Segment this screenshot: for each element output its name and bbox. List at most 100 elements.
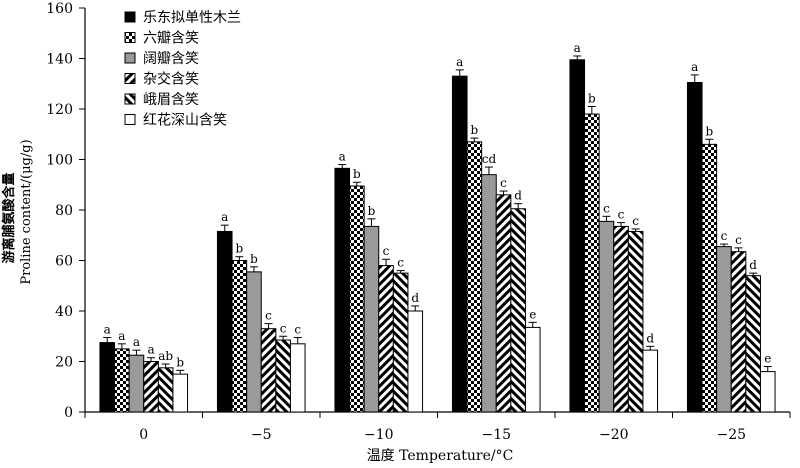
significance-label: c: [618, 208, 625, 222]
significance-label: b: [353, 167, 361, 181]
significance-label: c: [294, 323, 301, 337]
significance-label: c: [397, 256, 404, 270]
x-tick-label: −15: [481, 427, 511, 443]
legend-label: 阔瓣含笑: [143, 51, 199, 67]
significance-label: a: [691, 60, 698, 74]
significance-label: cd: [482, 152, 497, 166]
bar: [392, 272, 409, 413]
significance-label: c: [603, 201, 610, 215]
bar: [157, 367, 174, 413]
bar: [246, 271, 262, 413]
bar: [334, 167, 351, 413]
significance-label: c: [280, 321, 287, 335]
bar: [745, 275, 761, 413]
significance-label: e: [529, 307, 536, 321]
y-axis-label-en: Proline content/(μg/g): [19, 139, 34, 284]
legend-label: 峨眉含笑: [143, 92, 199, 108]
bar: [730, 251, 747, 413]
bar: [349, 185, 365, 413]
legend-label: 六瓣含笑: [143, 31, 199, 47]
significance-label: d: [749, 258, 757, 272]
bar: [128, 354, 145, 413]
x-tick-label: −25: [716, 427, 746, 443]
bar: [495, 194, 512, 413]
y-tick-label: 140: [46, 52, 73, 68]
significance-label: a: [104, 323, 111, 337]
x-tick-label: −20: [599, 427, 629, 443]
bar: [716, 246, 732, 413]
bar: [569, 59, 586, 413]
significance-label: d: [646, 331, 654, 345]
significance-label: a: [456, 55, 463, 69]
significance-label: b: [250, 252, 258, 266]
bar: [143, 361, 159, 413]
bar: [701, 143, 718, 413]
bar: [627, 230, 644, 413]
legend-swatch: [124, 52, 136, 64]
significance-label: e: [764, 352, 771, 366]
significance-label: d: [514, 189, 522, 203]
significance-label: a: [221, 210, 228, 224]
bar: [598, 220, 615, 413]
y-tick-label: 160: [46, 1, 73, 17]
bar: [114, 348, 130, 413]
significance-label: b: [176, 355, 184, 369]
bar: [275, 339, 291, 413]
legend-label: 杂交含笑: [143, 71, 199, 88]
significance-label: c: [735, 233, 742, 247]
y-tick-label: 20: [55, 355, 73, 371]
significance-label: b: [471, 123, 479, 137]
significance-label: a: [147, 343, 154, 357]
significance-label: ab: [158, 349, 173, 363]
bar: [481, 174, 497, 413]
legend-swatch: [124, 73, 136, 84]
legend-swatch: [124, 114, 136, 125]
significance-label: b: [706, 124, 714, 138]
bar: [759, 371, 776, 413]
significance-label: b: [368, 204, 376, 218]
legend-label: 乐东拟单性木兰: [143, 10, 241, 26]
bar: [231, 260, 248, 413]
bar: [99, 342, 116, 413]
axes: 0 20 40 60 80 100 120 140 160 0 −5 −10 −15 −20 −25: [46, 1, 791, 443]
legend-swatch: [124, 93, 136, 105]
bar: [378, 265, 394, 413]
bar: [260, 328, 277, 413]
y-tick-label: 120: [46, 102, 73, 118]
bar: [613, 225, 629, 413]
bar: [510, 208, 526, 413]
bar: [524, 326, 541, 413]
x-tick-label: −5: [251, 427, 272, 443]
significance-label: c: [383, 244, 390, 258]
bar: [584, 113, 600, 413]
significance-label: b: [588, 91, 596, 105]
bar: [216, 230, 233, 413]
significance-label: c: [632, 214, 639, 228]
bar: [289, 343, 306, 413]
significance-label: d: [411, 291, 419, 305]
y-axis-label-cn: 游离脯氨酸含量: [1, 172, 17, 263]
significance-label: a: [118, 329, 125, 343]
significance-label: c: [265, 309, 272, 323]
bar: [642, 349, 659, 413]
y-tick-label: 100: [46, 153, 73, 169]
legend-label: 红花深山含笑: [143, 113, 227, 129]
x-tick-label: −10: [364, 427, 394, 443]
y-tick-label: 80: [55, 203, 73, 219]
bar: [466, 141, 483, 413]
y-tick-label: 0: [64, 405, 73, 421]
legend-swatch: [124, 11, 136, 23]
significance-label: b: [236, 242, 244, 256]
x-tick-label: 0: [139, 427, 148, 443]
x-axis-label: 温度 Temperature/°C: [367, 448, 514, 464]
bar: [363, 225, 380, 413]
bar: [451, 75, 468, 413]
bar: [172, 373, 189, 413]
significance-label: a: [133, 335, 140, 349]
significance-label: c: [500, 176, 507, 190]
legend-swatch: [124, 32, 136, 43]
y-tick-label: 60: [55, 254, 73, 270]
